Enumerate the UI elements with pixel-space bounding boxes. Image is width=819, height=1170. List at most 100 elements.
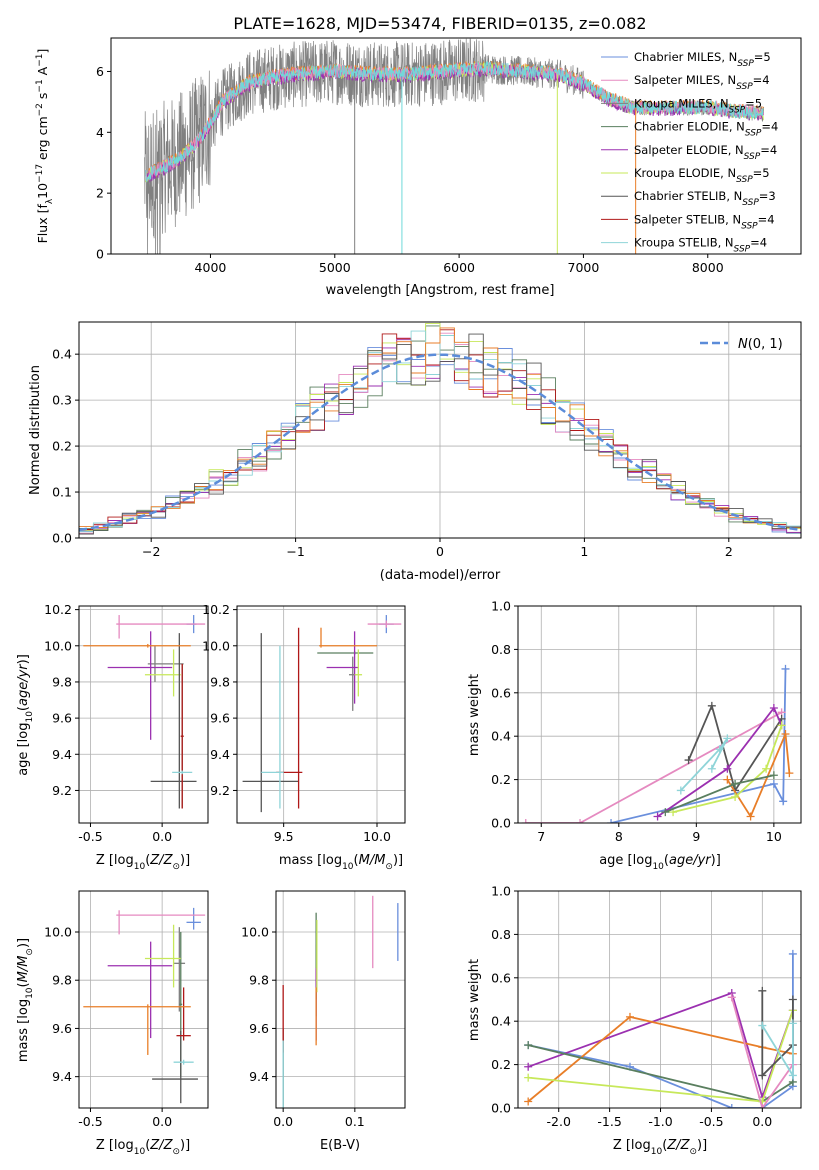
marker-plus bbox=[762, 764, 771, 773]
y-axis-label: Normed distribution bbox=[28, 365, 43, 495]
label-part: age/yr bbox=[669, 853, 712, 868]
label-part: SSP bbox=[742, 198, 759, 208]
marker-plus bbox=[788, 1071, 797, 1080]
x-tick-label: 7000 bbox=[568, 260, 600, 275]
marker-plus bbox=[524, 1041, 533, 1050]
label-part: Z [log bbox=[613, 1138, 651, 1153]
label-part: N bbox=[738, 337, 748, 352]
label-part: 10 bbox=[25, 711, 35, 723]
label-part: =5 bbox=[745, 96, 762, 110]
label-part: −1 bbox=[35, 79, 45, 92]
marker-plus bbox=[676, 786, 685, 795]
spectrum-panel: 4000 5000 6000 7000 8000 0 2 4 6 wavelength [Angs… bbox=[35, 37, 802, 298]
y-axis-label: mass weight bbox=[467, 674, 482, 756]
label-part: =5 bbox=[754, 50, 771, 64]
x-tick-label: 10 bbox=[766, 829, 782, 844]
label-part: 10 bbox=[342, 862, 354, 872]
axes-frame bbox=[275, 890, 406, 1109]
x-tick-label: 0.0 bbox=[273, 1114, 293, 1129]
x-tick-label: 4000 bbox=[195, 260, 227, 275]
marker-plus bbox=[785, 769, 794, 778]
label-part: −17 bbox=[35, 164, 45, 183]
label-part: erg cm bbox=[35, 116, 50, 164]
histogram-step bbox=[79, 333, 801, 535]
marker-plus bbox=[779, 797, 788, 806]
x-tick-label: 8000 bbox=[692, 260, 724, 275]
marker-plus bbox=[727, 1104, 736, 1108]
y-tick-label: 9.4 bbox=[249, 1069, 269, 1084]
label-part: )] bbox=[180, 853, 190, 868]
plot-area bbox=[242, 615, 402, 813]
y-tick-label: 10.0 bbox=[44, 638, 72, 653]
label-part: SSP bbox=[736, 175, 753, 185]
label-part: 10 bbox=[651, 1147, 663, 1157]
legend-label: Chabrier STELIB, NSSP=3 bbox=[634, 189, 776, 208]
marker-plus bbox=[707, 701, 716, 710]
label-part: age [log bbox=[599, 853, 652, 868]
x-tick-label: 9 bbox=[692, 829, 700, 844]
mass-weight-line bbox=[610, 668, 787, 823]
marker-plus bbox=[723, 764, 732, 773]
x-tick-label: 0 bbox=[436, 544, 444, 559]
mass-weight-line bbox=[525, 711, 783, 823]
label-part: 10 bbox=[25, 987, 35, 999]
plot-area bbox=[521, 664, 794, 823]
y-tick-label: 1.0 bbox=[491, 884, 511, 899]
marker-plus bbox=[758, 1071, 767, 1080]
y-tick-label: 10.0 bbox=[44, 924, 72, 939]
label-part: ⊙ bbox=[172, 862, 180, 872]
y-tick-label: 0.2 bbox=[491, 772, 511, 787]
axes-frame bbox=[78, 605, 209, 824]
legend-label: Kroupa ELODIE, NSSP=5 bbox=[634, 166, 770, 185]
model-spectrum-line bbox=[145, 61, 764, 183]
label-part: Kroupa MILES, N bbox=[634, 96, 729, 110]
mass-weight-line bbox=[687, 703, 783, 793]
y-tick-label: 0.2 bbox=[52, 439, 72, 454]
y-tick-label: 0.8 bbox=[491, 927, 511, 942]
plot-area bbox=[524, 949, 797, 1108]
label-part: age/yr bbox=[16, 663, 31, 706]
x-tick-label: 0.0 bbox=[152, 1114, 172, 1129]
x-tick-label: −1 bbox=[286, 544, 304, 559]
label-part: mass [log bbox=[279, 853, 342, 868]
label-part: =4 bbox=[758, 212, 775, 226]
label-part: ( bbox=[145, 853, 150, 868]
label-part: 10 bbox=[134, 1147, 146, 1157]
label-part: ( bbox=[354, 853, 359, 868]
y-tick-label: 0.0 bbox=[491, 1101, 511, 1116]
legend-label: Chabrier MILES, NSSP=5 bbox=[634, 50, 771, 69]
mass-vs-metallicity-panel: -0.5 0.09.49.69.810.0Z [log10(Z/Z⊙)]mass … bbox=[16, 890, 209, 1157]
x-tick-label: 0.0 bbox=[152, 829, 172, 844]
marker-plus bbox=[727, 993, 736, 1002]
marker-plus bbox=[715, 745, 724, 754]
y-tick-label: 9.8 bbox=[210, 674, 230, 689]
label-part: 10 bbox=[35, 183, 50, 199]
label-part: SSP bbox=[745, 129, 762, 139]
y-tick-label: 10.2 bbox=[44, 602, 72, 617]
label-part: )] bbox=[16, 654, 31, 664]
legend-label: Chabrier ELODIE, NSSP=4 bbox=[634, 120, 778, 139]
marker-plus bbox=[758, 1104, 767, 1108]
axes-frame bbox=[110, 37, 802, 255]
marker-plus bbox=[684, 756, 693, 765]
y-tick-label: 9.8 bbox=[249, 973, 269, 988]
y-tick-label: 6 bbox=[96, 64, 104, 79]
normal-curve bbox=[79, 353, 799, 532]
axes-frame bbox=[78, 890, 209, 1109]
y-tick-label: 9.4 bbox=[52, 1069, 72, 1084]
label-part: (0, 1) bbox=[748, 337, 783, 352]
y-tick-label: 0.6 bbox=[491, 685, 511, 700]
y-axis-label: age [log10(age/yr)] bbox=[16, 654, 35, 776]
label-part: Salpeter STELIB, N bbox=[634, 212, 741, 226]
label-part: ] bbox=[35, 49, 50, 54]
y-tick-label: 4 bbox=[96, 125, 104, 140]
marker-plus bbox=[781, 730, 790, 739]
legend-label: N(0, 1) bbox=[738, 337, 783, 352]
x-axis-label: mass [log10(M/M⊙)] bbox=[279, 853, 403, 872]
x-axis-label: (data-model)/error bbox=[380, 568, 501, 583]
label-part: )] bbox=[393, 853, 403, 868]
plot-area bbox=[83, 907, 206, 1104]
mass-weight-line bbox=[672, 725, 783, 813]
mass-weight-line bbox=[657, 706, 783, 818]
